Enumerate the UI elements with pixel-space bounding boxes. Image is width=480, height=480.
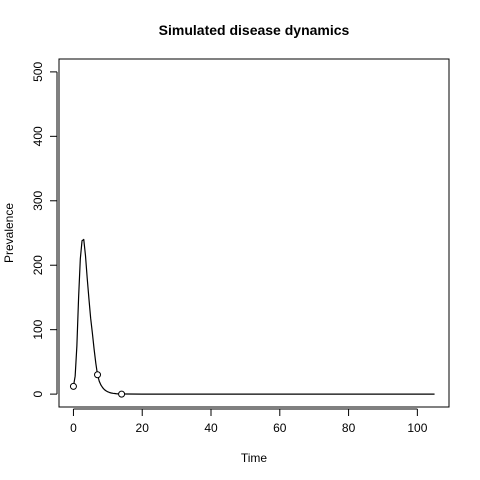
x-axis-label: Time [241, 451, 268, 465]
x-tick-label: 0 [70, 421, 77, 435]
x-tick-label: 100 [407, 421, 427, 435]
y-axis-label: Prevalence [2, 203, 16, 263]
y-axis: 0 100 200 300 400 500 [31, 62, 58, 397]
y-tick-label: 0 [31, 390, 45, 397]
x-axis: 0 20 40 60 80 100 [70, 408, 428, 435]
y-tick-label: 300 [31, 190, 45, 210]
y-tick-label: 100 [31, 319, 45, 339]
data-point [69, 382, 77, 390]
x-tick-label: 20 [136, 421, 150, 435]
series-layer [69, 238, 435, 398]
y-tick-label: 200 [31, 255, 45, 275]
x-tick-label: 80 [342, 421, 356, 435]
prevalence-line [72, 238, 435, 395]
plot-frame [58, 58, 450, 408]
y-tick-label: 500 [31, 62, 45, 82]
chart-title: Simulated disease dynamics [159, 22, 350, 38]
data-point [118, 390, 126, 398]
x-tick-label: 40 [204, 421, 218, 435]
data-point [94, 371, 102, 379]
x-tick-label: 60 [273, 421, 287, 435]
y-tick-label: 400 [31, 126, 45, 146]
